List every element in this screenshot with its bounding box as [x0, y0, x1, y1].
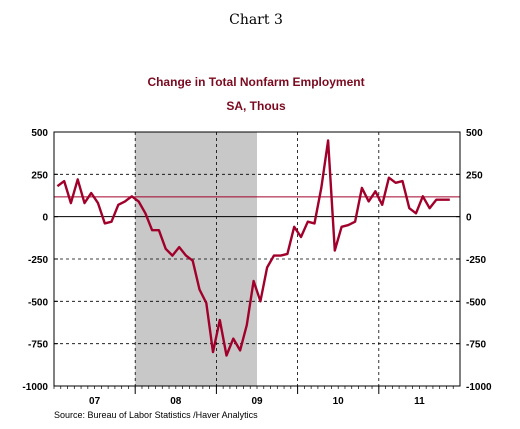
y-tick-label-right: 0 — [466, 213, 472, 224]
series-line — [56, 139, 450, 357]
x-tick-label: 10 — [333, 396, 345, 407]
chart-number-heading: Chart 3 — [229, 12, 283, 28]
y-tick-label-right: -750 — [466, 340, 486, 351]
y-tick-label-left: 0 — [42, 213, 48, 224]
chart-subtitle: SA, Thous — [226, 99, 286, 113]
x-tick-label: 07 — [89, 396, 101, 407]
y-tick-label-left: 500 — [31, 128, 48, 139]
y-tick-label-right: 250 — [466, 170, 483, 181]
y-tick-label-left: -750 — [28, 340, 48, 351]
y-tick-label-left: 250 — [31, 170, 48, 181]
plot-frame — [53, 131, 461, 387]
x-tick-label: 08 — [170, 396, 182, 407]
y-tick-label-left: -1000 — [22, 382, 48, 393]
x-tick-label: 09 — [251, 396, 263, 407]
y-tick-label-right: -500 — [466, 297, 486, 308]
y-tick-label-left: -500 — [28, 297, 48, 308]
source-note: Source: Bureau of Labor Statistics /Have… — [54, 410, 258, 420]
y-tick-label-right: -1000 — [466, 382, 492, 393]
chart-title: Change in Total Nonfarm Employment — [147, 75, 364, 89]
plot-area: 500 500 250 250 0 0 -250 -250 -500 -500 -750 -750 -1… — [22, 128, 492, 407]
y-tick-label-left: -250 — [28, 255, 48, 266]
y-tick-label-right: -250 — [466, 255, 486, 266]
y-tick-label-right: 500 — [466, 128, 483, 139]
x-tick-label: 11 — [414, 396, 425, 407]
